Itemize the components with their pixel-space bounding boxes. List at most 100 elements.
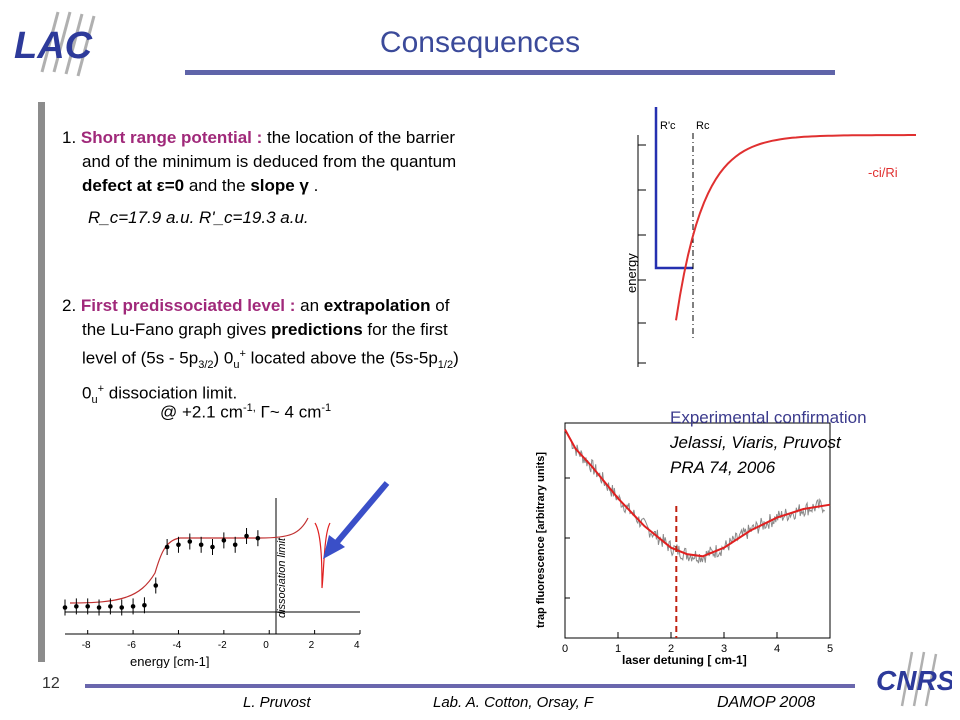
potential-curve	[675, 134, 916, 321]
experimental-heading: Experimental confirmation	[670, 408, 867, 427]
point-2-predictions: predictions	[271, 320, 363, 339]
cnrs-logo: CNRS	[876, 651, 952, 707]
spectrum-point	[108, 604, 113, 609]
trap-xtick-label: 0	[562, 643, 568, 655]
spectrum-xtick-label: 4	[354, 640, 360, 651]
point-2-sup4: +	[97, 383, 105, 396]
point-1-epsilon: ε=0	[156, 176, 185, 195]
spectrum-point	[164, 544, 170, 550]
spectrum-xlabel: energy [cm-1]	[130, 654, 209, 668]
experimental-reference: PRA 74, 2006	[670, 458, 776, 477]
point-1-text-a: the location of the barrier	[267, 128, 456, 147]
point-1-heading: Short range potential :	[80, 128, 263, 147]
point-1-and: and the	[188, 176, 246, 195]
spectrum-point	[130, 604, 136, 609]
title-underline	[185, 70, 835, 75]
spectrum-point	[221, 538, 227, 543]
point-2-text-i: 0	[82, 383, 92, 403]
point-2-sup2: +	[239, 348, 246, 360]
spectrum-point	[96, 605, 102, 610]
spectrum-point	[210, 544, 215, 550]
potential-curve-label: -ci/Ri	[868, 165, 898, 180]
trap-xtick-label: 1	[615, 643, 621, 655]
spectrum-xtick-label: -8	[82, 640, 91, 651]
point-2-heading: First predissociated level :	[80, 296, 296, 315]
footer-rule	[85, 684, 855, 688]
point-2-extrapolation: extrapolation	[323, 296, 431, 315]
trap-data-trace	[570, 438, 826, 564]
radius-values: R_c=17.9 a.u. R'_c=19.3 a.u.	[88, 208, 309, 227]
spectrum-point	[244, 533, 249, 539]
spectrum-point	[176, 542, 181, 548]
trap-xtick-label: 3	[721, 643, 727, 655]
spectrum-points	[62, 528, 261, 616]
estimate-b: Γ~ 4 cm	[255, 402, 322, 422]
estimate-sup1: -1,	[242, 402, 256, 414]
spectrum-xtick-label: 2	[309, 640, 315, 651]
level-estimate: @ +2.1 cm-1, Γ~ 4 cm-1	[160, 402, 331, 423]
point-2-sub4: u	[91, 394, 98, 407]
footer-conference: DAMOP 2008	[717, 694, 816, 711]
footer-lab: Lab. A. Cotton, Orsay, F	[433, 694, 594, 711]
spectrum-point	[142, 603, 147, 608]
spectrum-point	[187, 539, 193, 544]
point-1-defect: defect at	[82, 176, 152, 195]
rc-label: Rc	[696, 120, 710, 132]
dissociation-label: dissociation limit	[276, 537, 288, 618]
left-accent-bar	[38, 102, 45, 662]
point-1-text-b: and of the minimum is deduced from the q…	[82, 152, 457, 171]
point-2-text-g: located above the (5s-5p	[245, 348, 438, 368]
spectrum-chart: -8 -6 -4 -2 0 2 4 dissociation limit energy [c…	[62, 498, 361, 668]
point-2-sub3: 1/2	[437, 359, 454, 372]
spectrum-point	[232, 542, 238, 548]
point-2-text-d: for the first	[367, 320, 448, 339]
predicted-resonance	[314, 522, 331, 589]
trap-xlabel: laser detuning [ cm-1]	[622, 653, 747, 667]
point-2-text-f: ) 0	[213, 348, 234, 368]
point-1-slope: slope γ	[250, 176, 309, 195]
point-2-text-c: the Lu-Fano graph gives	[82, 320, 267, 339]
estimate-sup2: -1	[321, 402, 332, 414]
spectrum-xtick-label: -2	[218, 640, 227, 651]
trap-ylabel: trap fluorescence [arbitrary units]	[535, 452, 547, 628]
footer-author: L. Pruvost	[243, 694, 311, 711]
spectrum-xtick-label: 0	[263, 640, 269, 651]
experimental-confirmation: Experimental confirmation Jelassi, Viari…	[670, 405, 867, 480]
point-1: 1. Short range potential : the location …	[62, 126, 562, 198]
spectrum-point	[62, 605, 68, 610]
spectrum-xtick-label: -4	[172, 640, 181, 651]
rc-prime-label: R'c	[660, 120, 676, 132]
page-number: 12	[42, 675, 60, 692]
point-1-end: .	[313, 176, 319, 195]
point-2: 2. First predissociated level : an extra…	[62, 294, 562, 412]
trap-xtick-label: 5	[827, 643, 833, 655]
potential-diagram: energy R'c Rc -ci/Ri	[624, 107, 916, 367]
estimate-a: @ +2.1 cm	[160, 402, 243, 422]
potential-ticks	[638, 144, 646, 364]
spectrum-point	[255, 535, 261, 541]
point-2-sub1: 3/2	[198, 359, 214, 372]
point-1-number: 1.	[62, 128, 77, 147]
point-2-text-b: of	[435, 296, 450, 315]
cnrs-logo-text: CNRS	[876, 665, 952, 696]
point-2-text-h: )	[453, 348, 459, 368]
trap-xtick-label: 4	[774, 643, 780, 655]
point-2-text-e: level of (5s - 5p	[82, 348, 199, 368]
point-2-number: 2.	[62, 296, 77, 315]
trap-xtick-label: 2	[668, 643, 674, 655]
short-range-well	[654, 107, 693, 270]
trap-fluorescence-chart: 0 1 2 3 4 5 laser detuning [ cm-1] trap fluor…	[535, 422, 833, 667]
spectrum-point	[153, 583, 159, 588]
point-2-text-a: an	[300, 296, 320, 315]
spectrum-ticks: -8 -6 -4 -2 0 2 4	[82, 630, 361, 651]
slide-title: Consequences	[379, 26, 581, 59]
experimental-authors: Jelassi, Viaris, Pruvost	[670, 433, 841, 452]
trap-ticks: 0 1 2 3 4 5	[562, 477, 833, 655]
spectrum-fit-curve	[69, 517, 309, 604]
spectrum-point	[119, 605, 125, 610]
spectrum-point	[85, 604, 90, 609]
arrow-icon	[323, 481, 390, 559]
trap-fit-curve	[564, 429, 831, 558]
spectrum-point	[74, 604, 79, 609]
point-2-text-j: dissociation limit.	[104, 383, 238, 403]
